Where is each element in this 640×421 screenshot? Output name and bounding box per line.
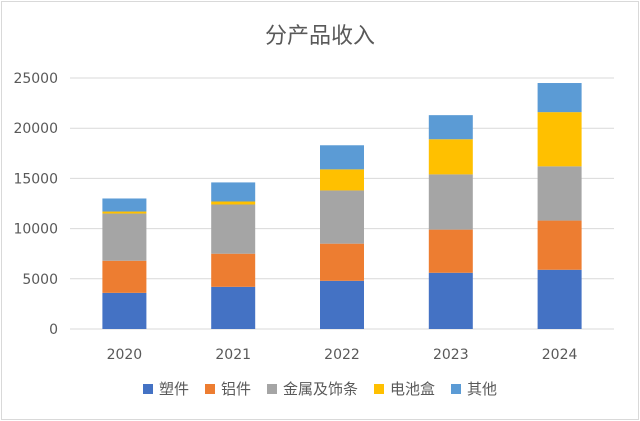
chart-title: 分产品收入 bbox=[264, 24, 375, 49]
x-tick-label: 2022 bbox=[324, 347, 360, 363]
y-tick-label: 20000 bbox=[13, 121, 58, 137]
bar-segment bbox=[428, 229, 473, 273]
bar-segment bbox=[320, 169, 364, 191]
legend-swatch bbox=[451, 383, 462, 394]
bar-segment bbox=[428, 174, 473, 230]
legend-item-other: 其他 bbox=[451, 378, 497, 399]
bar-segment bbox=[211, 286, 256, 329]
bar-segment bbox=[320, 243, 364, 281]
bar-segment bbox=[428, 139, 473, 175]
bar-segment bbox=[102, 211, 147, 214]
bar-segment bbox=[102, 198, 147, 212]
bar-segment bbox=[537, 83, 582, 113]
legend-label: 铝件 bbox=[220, 380, 251, 398]
legend-item-metal-trim: 金属及饰条 bbox=[266, 378, 358, 399]
legend-label: 塑件 bbox=[158, 380, 189, 398]
bar-segment bbox=[537, 166, 582, 221]
legend-label: 电池盒 bbox=[390, 380, 436, 398]
bar-segment bbox=[211, 253, 256, 287]
bar-segment bbox=[537, 269, 582, 329]
y-tick-label: 10000 bbox=[13, 222, 58, 238]
y-tick-label: 15000 bbox=[13, 171, 58, 187]
chart-legend: 塑件 铝件 金属及饰条 电池盒 其他 bbox=[0, 378, 640, 399]
legend-swatch bbox=[204, 383, 215, 394]
x-tick-label: 2021 bbox=[215, 347, 251, 363]
legend-swatch bbox=[266, 383, 277, 394]
bar-segment bbox=[428, 272, 473, 329]
bar-segment bbox=[320, 145, 364, 170]
legend-swatch bbox=[142, 383, 153, 394]
legend-item-lvJian: 铝件 bbox=[204, 378, 251, 399]
legend-item-battery-box: 电池盒 bbox=[374, 378, 435, 399]
legend-label: 其他 bbox=[467, 380, 498, 398]
x-tick-label: 2024 bbox=[542, 347, 578, 363]
bar-segment bbox=[102, 260, 147, 293]
bar-segment bbox=[102, 292, 147, 329]
bar-segment bbox=[320, 190, 364, 244]
legend-swatch bbox=[374, 383, 384, 394]
bar-segment bbox=[211, 182, 256, 202]
bar-segment bbox=[102, 213, 147, 261]
x-tick-label: 2020 bbox=[107, 347, 143, 363]
x-tick-label: 2023 bbox=[433, 347, 469, 363]
bar-segment bbox=[320, 280, 364, 329]
bar-segment bbox=[537, 112, 582, 167]
legend-item-suJian: 塑件 bbox=[142, 378, 189, 399]
bar-segment bbox=[537, 220, 582, 270]
y-tick-label: 25000 bbox=[13, 71, 58, 87]
bar-segment bbox=[428, 115, 473, 140]
y-tick-label: 5000 bbox=[22, 272, 58, 288]
legend-label: 金属及饰条 bbox=[282, 380, 358, 398]
bar-segment bbox=[211, 204, 256, 254]
bar-segment bbox=[211, 201, 256, 205]
y-tick-label: 0 bbox=[49, 322, 58, 338]
